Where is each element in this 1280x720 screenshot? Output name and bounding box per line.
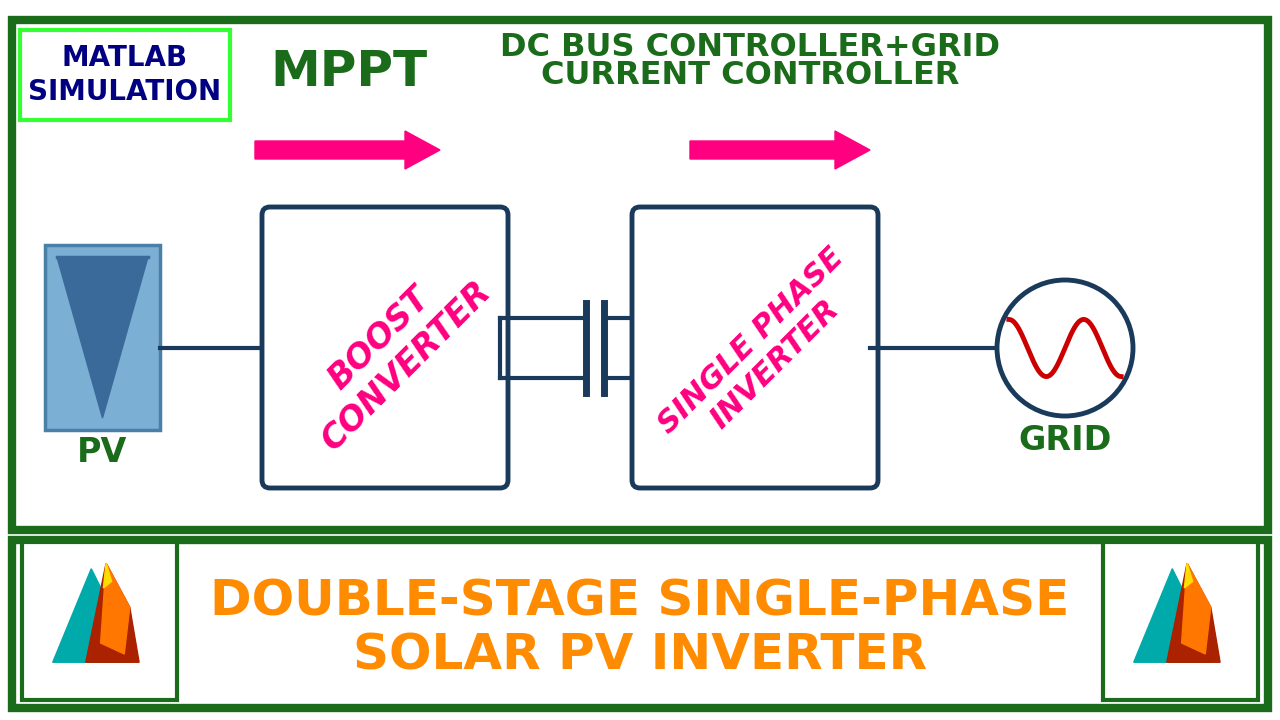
FancyBboxPatch shape (12, 20, 1268, 530)
Polygon shape (1134, 569, 1211, 662)
FancyBboxPatch shape (22, 542, 177, 700)
FancyArrow shape (255, 131, 440, 169)
Text: DOUBLE-STAGE SINGLE-PHASE: DOUBLE-STAGE SINGLE-PHASE (210, 578, 1070, 626)
Polygon shape (1184, 563, 1193, 588)
Polygon shape (101, 563, 129, 654)
FancyArrow shape (690, 131, 870, 169)
Polygon shape (104, 563, 111, 588)
FancyBboxPatch shape (45, 245, 160, 430)
Polygon shape (1167, 563, 1220, 662)
Text: CURRENT CONTROLLER: CURRENT CONTROLLER (541, 60, 959, 91)
Text: SINGLE PHASE
INVERTER: SINGLE PHASE INVERTER (653, 243, 873, 463)
Text: PV: PV (77, 436, 128, 469)
FancyBboxPatch shape (1103, 542, 1258, 700)
Text: DC BUS CONTROLLER+GRID: DC BUS CONTROLLER+GRID (500, 32, 1000, 63)
FancyBboxPatch shape (632, 207, 878, 488)
Polygon shape (52, 569, 129, 662)
Polygon shape (1181, 563, 1211, 654)
Text: GRID: GRID (1019, 425, 1112, 457)
Text: MPPT: MPPT (270, 48, 428, 96)
Polygon shape (86, 563, 140, 662)
Text: BOOST
CONVERTER: BOOST CONVERTER (288, 248, 498, 457)
FancyBboxPatch shape (262, 207, 508, 488)
Text: SOLAR PV INVERTER: SOLAR PV INVERTER (353, 631, 927, 679)
Circle shape (997, 280, 1133, 416)
FancyBboxPatch shape (20, 30, 230, 120)
Text: MATLAB
SIMULATION: MATLAB SIMULATION (28, 44, 221, 107)
Polygon shape (58, 257, 148, 418)
FancyBboxPatch shape (12, 540, 1268, 708)
